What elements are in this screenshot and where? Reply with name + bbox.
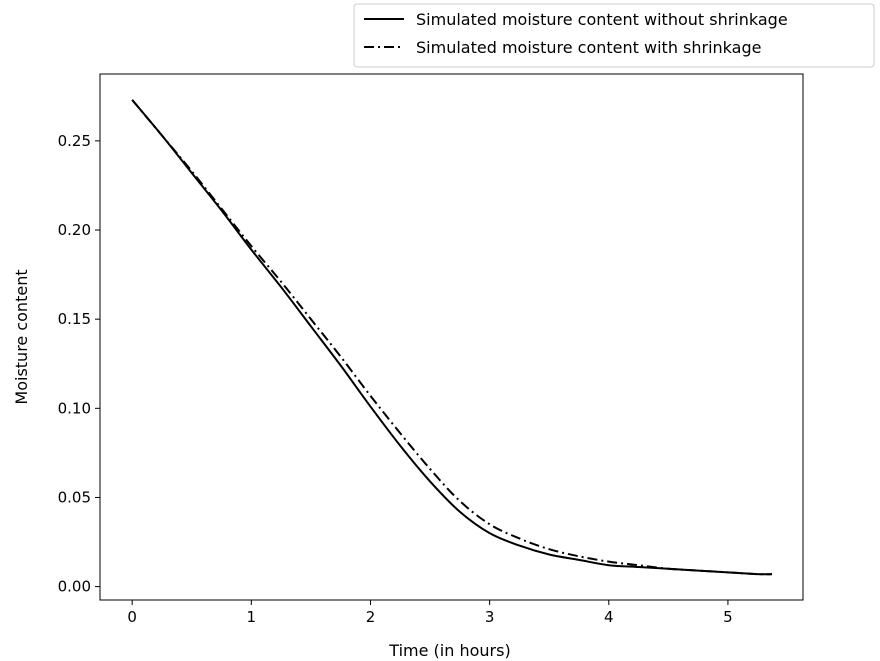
legend-label-without-shrinkage: Simulated moisture content without shrin…: [416, 10, 788, 29]
legend-box: [353, 3, 875, 68]
y-tick-label: 0.20: [58, 221, 91, 239]
plot-area: [100, 74, 803, 600]
y-axis-label: Moisture content: [12, 269, 31, 404]
x-tick-label: 1: [247, 608, 257, 626]
legend-label-with-shrinkage: Simulated moisture content with shrinkag…: [416, 38, 761, 57]
y-tick-label: 0.10: [58, 399, 91, 417]
y-axis: 0.00 0.05 0.10 0.15 0.20 0.25: [58, 132, 100, 596]
legend: Simulated moisture content without shrin…: [353, 3, 875, 68]
series-line-with-shrinkage: [131, 99, 773, 576]
x-tick-label: 5: [723, 608, 733, 626]
x-tick-label: 2: [366, 608, 376, 626]
y-tick-label: 0.25: [58, 132, 91, 150]
x-axis: 0 1 2 3 4 5: [127, 600, 733, 626]
x-tick-label: 0: [127, 608, 137, 626]
y-tick-label: 0.05: [58, 488, 91, 506]
x-axis-label: Time (in hours): [388, 641, 510, 660]
y-tick-label: 0.15: [58, 310, 91, 328]
plot-frame: [99, 73, 804, 601]
series-line-without-shrinkage: [131, 99, 773, 576]
series-layer: [131, 99, 773, 576]
x-tick-label: 3: [485, 608, 495, 626]
y-tick-label: 0.00: [58, 578, 91, 596]
x-tick-label: 4: [604, 608, 614, 626]
